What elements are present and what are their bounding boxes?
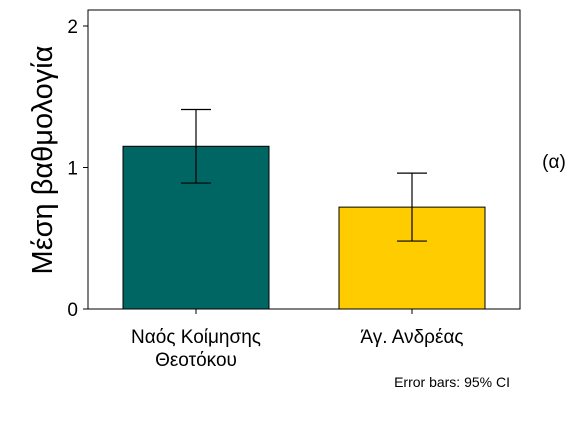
panel-label: (α) [542,152,566,173]
x-tick-label: Ναός Κοίμησης [131,327,261,348]
y-tick-label: 2 [67,17,78,38]
bars-layer [122,145,486,310]
x-tick-label: Άγ. Ανδρέας [360,327,463,348]
y-tick-label: 0 [67,300,78,321]
error-bars-layer [181,108,427,242]
error-bars-note: Error bars: 95% CI [394,374,510,390]
plot-frame [87,9,521,310]
x-tick-label: Θεοτόκου [155,350,237,371]
y-tick-label: 1 [67,159,78,180]
y-axis-label: Μέση βαθμολογία [27,46,59,275]
y-axis: 0 1 2 [67,17,413,321]
